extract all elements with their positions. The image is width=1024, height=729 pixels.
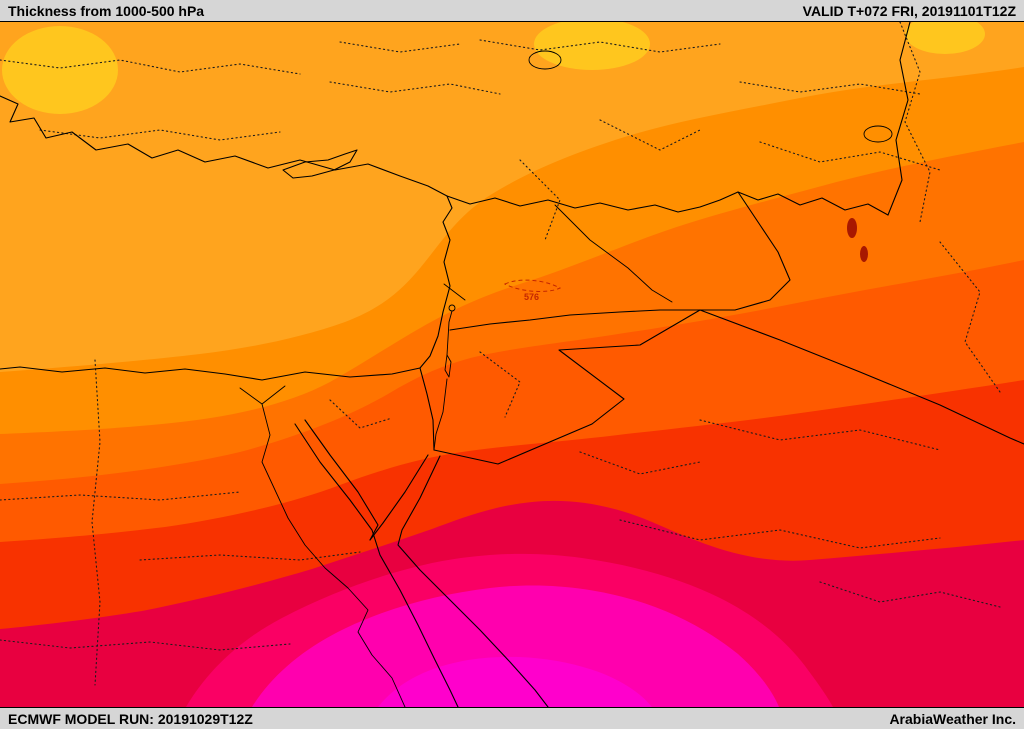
admin-boundary-dotted xyxy=(0,639,291,651)
country-borders xyxy=(0,22,1024,707)
footer-bar: ECMWF MODEL RUN: 20191029T12Z ArabiaWeat… xyxy=(0,707,1024,729)
model-run-label: ECMWF MODEL RUN: 20191029T12Z xyxy=(8,710,253,727)
israel-egypt-border xyxy=(419,367,435,451)
admin-boundary-dotted xyxy=(329,81,501,95)
turkey-eastern-border xyxy=(887,22,911,216)
jordan-saudi-border xyxy=(433,309,701,465)
syria-iraq-border xyxy=(699,191,791,311)
admin-boundary-dotted xyxy=(0,491,241,501)
admin-boundary-dotted xyxy=(519,159,561,241)
sinai-west-shore xyxy=(304,419,379,541)
admin-boundary-dotted xyxy=(339,41,461,53)
admin-boundary-dotted xyxy=(939,241,1001,393)
mediterranean-coastline xyxy=(0,95,453,381)
lake-tuz xyxy=(528,50,562,70)
admin-boundary-dotted xyxy=(759,141,941,171)
gulf-of-suez-west-shore xyxy=(294,423,459,707)
brand-label: ArabiaWeather Inc. xyxy=(889,710,1016,727)
admin-boundary-dotted xyxy=(91,359,101,686)
thickness-band-deep-magenta xyxy=(378,656,652,707)
thickness-band-magenta xyxy=(252,585,779,707)
admin-boundary-dotted xyxy=(899,22,931,223)
thickness-band-yellow xyxy=(534,22,650,70)
thickness-contour-label: 576 xyxy=(524,292,539,302)
admin-boundary-dotted xyxy=(739,81,921,95)
lake-van xyxy=(863,125,893,143)
wadi-araba-border xyxy=(433,378,448,451)
gulf-of-aqaba-west-shore xyxy=(369,454,429,541)
euphrates-river xyxy=(554,204,673,303)
jordan-river xyxy=(446,310,453,356)
thickness-contour-line xyxy=(503,279,562,292)
turkey-southern-border xyxy=(446,191,889,216)
admin-boundary-dotted xyxy=(819,581,1001,608)
map-canvas: 576 xyxy=(0,22,1024,707)
lake-fill xyxy=(847,218,857,238)
sea-of-galilee xyxy=(448,304,456,312)
thickness-map: 576 xyxy=(0,22,1024,707)
valid-time-label: VALID T+072 FRI, 20191101T12Z xyxy=(802,2,1016,19)
admin-boundary-dotted xyxy=(599,119,701,151)
admin-boundaries xyxy=(0,22,1001,686)
thickness-band-yellow xyxy=(2,26,118,114)
jordan-syria-border xyxy=(449,309,701,331)
red-sea-east-shore xyxy=(397,455,549,707)
lake-fill xyxy=(860,246,868,262)
admin-boundary-dotted xyxy=(139,551,361,561)
admin-boundary-dotted xyxy=(329,399,393,429)
map-title: Thickness from 1000-500 hPa xyxy=(8,2,205,19)
cyprus-island xyxy=(282,149,358,179)
dead-sea xyxy=(444,354,452,378)
admin-boundary-dotted xyxy=(39,129,281,141)
nile-river xyxy=(261,403,406,707)
admin-boundary-dotted xyxy=(479,39,721,53)
thickness-band-yellow xyxy=(905,22,985,54)
admin-boundary-dotted xyxy=(479,351,521,418)
admin-boundary-dotted xyxy=(699,419,941,451)
saudi-iraq-border xyxy=(699,309,1024,445)
lebanon-border xyxy=(443,283,466,301)
admin-boundary-dotted xyxy=(619,519,941,549)
header-bar: Thickness from 1000-500 hPa VALID T+072 … xyxy=(0,0,1024,22)
